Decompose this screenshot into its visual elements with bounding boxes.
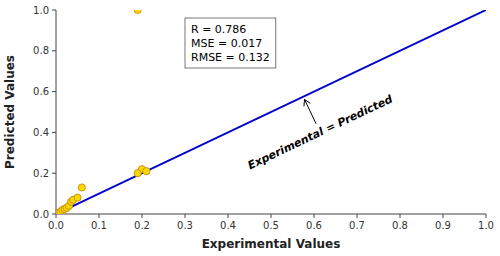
y-tick-label: 0.0 [33, 209, 49, 220]
x-tick-label: 1.0 [478, 220, 494, 231]
x-tick [185, 214, 186, 218]
x-tick-label: 0.8 [392, 220, 408, 231]
x-tick [56, 214, 57, 218]
x-tick-label: 0.0 [48, 220, 64, 231]
point [134, 170, 141, 177]
chart: 0.0 0.1 0.2 0.3 0.4 0.5 0.6 0.7 0.8 0.9 1.0 0.0 0.2 0… [0, 0, 500, 256]
y-tick-label: 1.0 [33, 5, 49, 16]
y-axis [56, 10, 57, 214]
x-tick-label: 0.2 [134, 220, 150, 231]
y-tick [52, 50, 56, 51]
point [134, 10, 141, 14]
y-tick [52, 173, 56, 174]
x-tick-label: 0.4 [220, 220, 236, 231]
stats-text: MSE = 0.017 [191, 37, 262, 50]
y-tick-label: 0.8 [33, 45, 49, 56]
x-tick [271, 214, 272, 218]
point [74, 194, 81, 201]
x-tick [314, 214, 315, 218]
y-tick [52, 91, 56, 92]
stats-text: R = 0.786 [191, 23, 246, 36]
annotation-arrowhead [304, 99, 310, 106]
diagonal-line [56, 10, 486, 214]
y-tick [52, 10, 56, 11]
x-tick [486, 214, 487, 218]
stats-box [185, 18, 276, 68]
y-tick-label: 0.2 [33, 168, 49, 179]
plot-area [56, 10, 486, 214]
annotation: Experimental = Predicted [246, 92, 395, 172]
y-tick-label: 0.6 [33, 86, 49, 97]
x-tick-label: 0.9 [435, 220, 451, 231]
x-tick-label: 0.3 [177, 220, 193, 231]
x-tick-label: 0.5 [263, 220, 279, 231]
x-axis-label: Experimental Values [202, 237, 341, 251]
annotation-arrow [305, 99, 317, 123]
x-tick [142, 214, 143, 218]
x-tick [228, 214, 229, 218]
x-tick-label: 0.6 [306, 220, 322, 231]
y-tick [52, 214, 56, 215]
y-tick [52, 132, 56, 133]
x-tick [400, 214, 401, 218]
x-tick [443, 214, 444, 218]
y-tick-label: 0.4 [33, 127, 49, 138]
point [143, 168, 150, 175]
stats-text: RMSE = 0.132 [191, 51, 270, 64]
x-tick [99, 214, 100, 218]
x-tick-label: 0.1 [91, 220, 107, 231]
y-axis-label: Predicted Values [3, 55, 17, 169]
x-tick [357, 214, 358, 218]
point [78, 184, 85, 191]
x-tick-label: 0.7 [349, 220, 365, 231]
